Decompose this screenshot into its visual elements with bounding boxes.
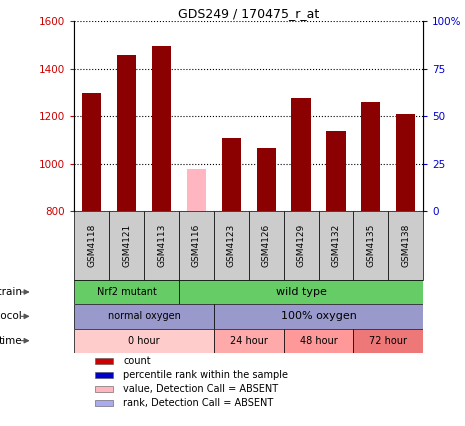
Bar xyxy=(74,280,179,304)
Text: percentile rank within the sample: percentile rank within the sample xyxy=(123,370,288,380)
Bar xyxy=(179,280,423,304)
Text: count: count xyxy=(123,356,151,366)
Text: GSM4116: GSM4116 xyxy=(192,224,201,267)
Title: GDS249 / 170475_r_at: GDS249 / 170475_r_at xyxy=(178,7,319,20)
Bar xyxy=(95,372,113,378)
Bar xyxy=(353,328,423,353)
Text: value, Detection Call = ABSENT: value, Detection Call = ABSENT xyxy=(123,384,279,394)
Text: rank, Detection Call = ABSENT: rank, Detection Call = ABSENT xyxy=(123,398,273,408)
FancyBboxPatch shape xyxy=(214,211,249,280)
Bar xyxy=(117,55,136,211)
Bar xyxy=(214,304,423,328)
Bar xyxy=(326,131,345,211)
Bar xyxy=(74,304,214,328)
Bar xyxy=(74,328,214,353)
FancyBboxPatch shape xyxy=(353,211,388,280)
FancyBboxPatch shape xyxy=(74,211,109,280)
Bar xyxy=(152,46,171,211)
FancyBboxPatch shape xyxy=(319,211,353,280)
Text: 72 hour: 72 hour xyxy=(369,336,407,345)
Text: GSM4118: GSM4118 xyxy=(87,224,96,267)
Text: Nrf2 mutant: Nrf2 mutant xyxy=(97,287,157,297)
Bar xyxy=(187,169,206,211)
FancyBboxPatch shape xyxy=(144,211,179,280)
Text: GSM4126: GSM4126 xyxy=(262,224,271,267)
Text: 100% oxygen: 100% oxygen xyxy=(280,311,357,321)
Bar xyxy=(82,92,101,211)
Bar xyxy=(95,386,113,392)
Bar xyxy=(214,328,284,353)
FancyBboxPatch shape xyxy=(388,211,423,280)
Text: GSM4138: GSM4138 xyxy=(401,224,410,267)
Text: GSM4121: GSM4121 xyxy=(122,224,131,267)
FancyBboxPatch shape xyxy=(109,211,144,280)
Bar xyxy=(95,358,113,363)
Bar xyxy=(292,98,311,211)
Text: GSM4132: GSM4132 xyxy=(332,224,340,267)
Text: protocol: protocol xyxy=(0,311,22,321)
Bar xyxy=(95,400,113,406)
FancyBboxPatch shape xyxy=(284,211,319,280)
Text: normal oxygen: normal oxygen xyxy=(108,311,180,321)
Text: GSM4113: GSM4113 xyxy=(157,224,166,267)
Text: GSM4129: GSM4129 xyxy=(297,224,306,267)
Text: 24 hour: 24 hour xyxy=(230,336,268,345)
Text: wild type: wild type xyxy=(276,287,326,297)
Text: 0 hour: 0 hour xyxy=(128,336,160,345)
Bar xyxy=(222,138,241,211)
Bar xyxy=(396,114,415,211)
Text: GSM4123: GSM4123 xyxy=(227,224,236,267)
Bar xyxy=(284,328,353,353)
Bar xyxy=(257,148,276,211)
FancyBboxPatch shape xyxy=(179,211,214,280)
Text: 48 hour: 48 hour xyxy=(299,336,338,345)
FancyBboxPatch shape xyxy=(249,211,284,280)
Text: strain: strain xyxy=(0,287,22,297)
Bar xyxy=(361,102,380,211)
Text: time: time xyxy=(0,336,22,345)
Text: GSM4135: GSM4135 xyxy=(366,224,375,267)
